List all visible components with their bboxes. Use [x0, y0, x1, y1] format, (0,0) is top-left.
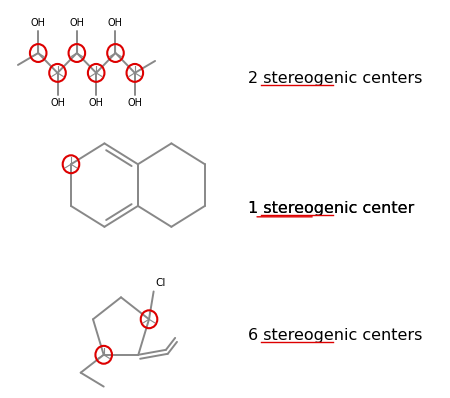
Text: OH: OH: [69, 18, 84, 28]
Text: 1 stereogenic center: 1 stereogenic center: [248, 201, 414, 217]
Text: 6 stereogenic centers: 6 stereogenic centers: [248, 328, 422, 343]
Text: OH: OH: [50, 98, 65, 108]
Text: Cl: Cl: [155, 279, 166, 289]
Text: OH: OH: [31, 18, 46, 28]
Text: OH: OH: [108, 18, 123, 28]
Text: OH: OH: [89, 98, 104, 108]
Text: OH: OH: [127, 98, 142, 108]
Text: 2 stereogenic centers: 2 stereogenic centers: [248, 71, 422, 86]
Text: 1 stereogenic center: 1 stereogenic center: [248, 201, 414, 217]
